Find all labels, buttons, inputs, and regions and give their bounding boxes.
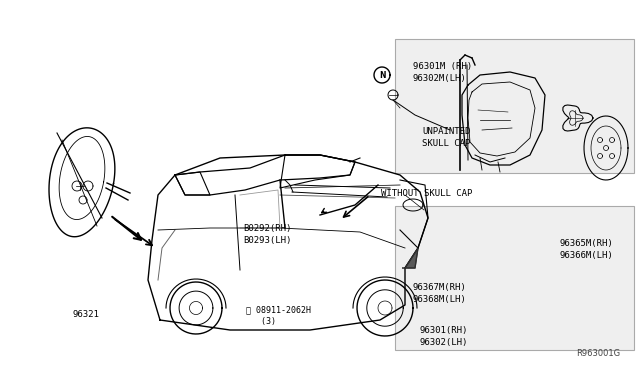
Text: 96301(RH)
96302(LH): 96301(RH) 96302(LH) [419,326,468,347]
Text: WITHOUT SKULL CAP: WITHOUT SKULL CAP [381,189,472,198]
Text: 96365M(RH)
96366M(LH): 96365M(RH) 96366M(LH) [560,239,614,260]
Bar [395,206,634,350]
Text: N: N [379,71,385,80]
Bar [395,39,634,173]
Text: 96367M(RH)
96368M(LH): 96367M(RH) 96368M(LH) [413,283,467,304]
Text: R963001G: R963001G [576,349,620,358]
Text: ⓓ 08911-2062H
   (3): ⓓ 08911-2062H (3) [246,305,312,326]
Polygon shape [402,248,418,268]
Text: UNPAINTED
SKULL CAP: UNPAINTED SKULL CAP [422,127,471,148]
Text: 96321: 96321 [73,310,100,319]
Text: B0292(RH)
B0293(LH): B0292(RH) B0293(LH) [243,224,292,245]
Text: 96301M (RH)
96302M(LH): 96301M (RH) 96302M(LH) [413,62,472,83]
